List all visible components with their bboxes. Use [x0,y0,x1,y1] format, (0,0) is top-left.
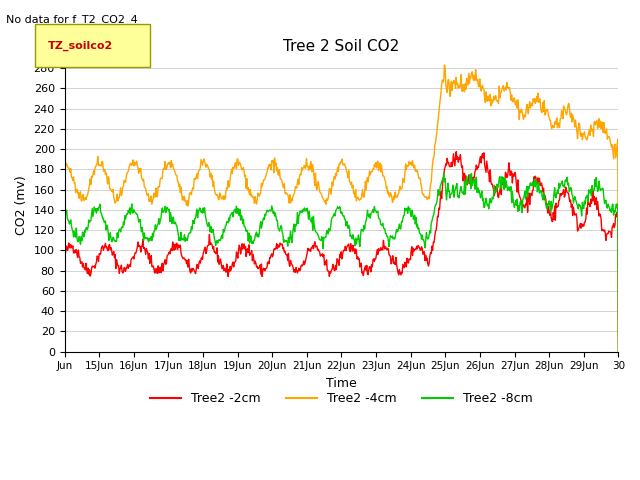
Text: No data for f_T2_CO2_4: No data for f_T2_CO2_4 [6,14,138,25]
Tree2 -8cm [382,230,390,236]
Title: Tree 2 Soil CO2: Tree 2 Soil CO2 [284,39,399,54]
Tree2 -4cm [95,163,102,168]
Tree2 -8cm [440,170,447,176]
Line: Tree2 -4cm: Tree2 -4cm [65,65,618,351]
Tree2 -2cm [397,272,404,278]
Tree2 -2cm [95,259,102,264]
Line: Tree2 -2cm: Tree2 -2cm [65,152,618,351]
Tree2 -8cm [413,221,421,227]
Tree2 -2cm [413,246,421,252]
Tree2 -4cm [440,62,448,68]
Tree2 -4cm [382,185,390,191]
Legend: Tree2 -2cm, Tree2 -4cm, Tree2 -8cm: Tree2 -2cm, Tree2 -4cm, Tree2 -8cm [145,387,538,410]
Tree2 -8cm [95,204,102,210]
Tree2 -8cm [538,194,546,200]
Tree2 -4cm [61,160,68,166]
Text: TZ_soilco2: TZ_soilco2 [48,40,113,51]
Tree2 -8cm [61,208,68,214]
Tree2 -2cm [61,251,68,256]
Tree2 -8cm [614,348,622,354]
Y-axis label: CO2 (mv): CO2 (mv) [15,175,28,235]
Tree2 -4cm [614,348,622,354]
Tree2 -8cm [481,199,489,205]
Tree2 -2cm [452,149,460,155]
X-axis label: Time: Time [326,377,357,390]
Tree2 -2cm [481,165,489,171]
Tree2 -2cm [538,183,546,189]
Tree2 -4cm [413,168,421,173]
Line: Tree2 -8cm: Tree2 -8cm [65,173,618,351]
Tree2 -4cm [481,99,489,105]
Tree2 -4cm [538,109,546,115]
Tree2 -2cm [382,246,390,252]
Tree2 -2cm [614,348,622,354]
Tree2 -4cm [397,187,404,192]
Tree2 -8cm [397,226,404,232]
